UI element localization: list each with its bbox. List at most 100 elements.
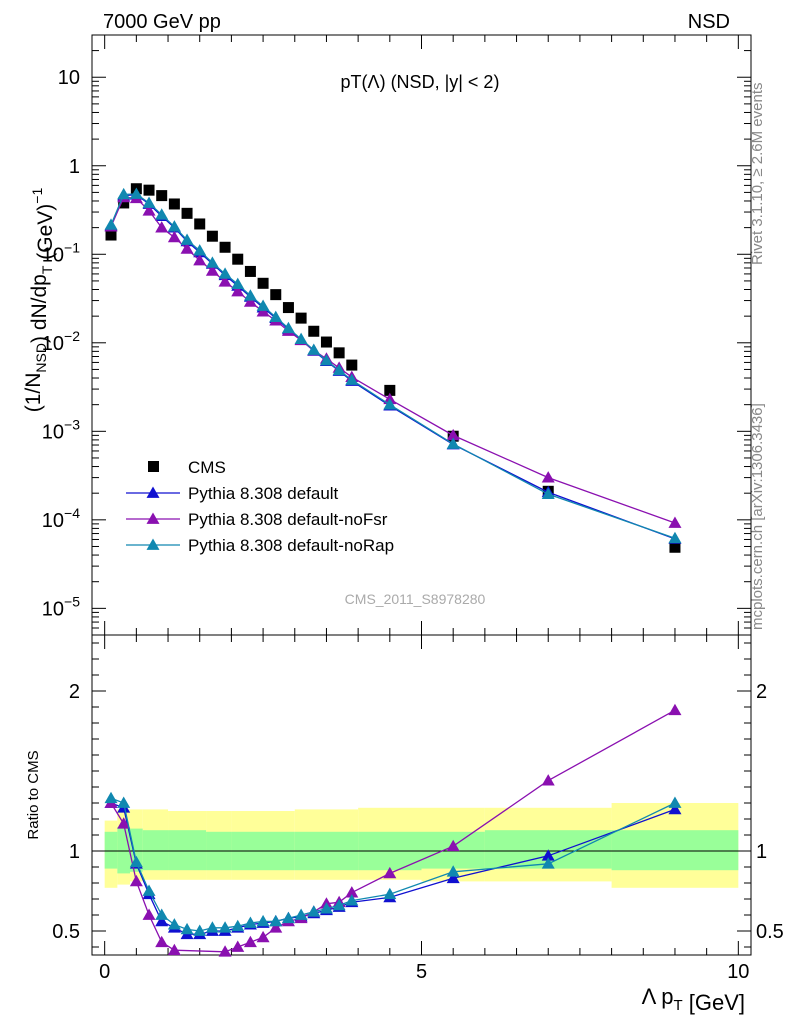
ratio-data-point [668,802,682,815]
legend-label: Pythia 8.308 default [188,484,339,503]
y-tick-base: 10 [42,244,64,266]
data-point [205,264,219,276]
y-tick-base: 10 [42,333,64,355]
y-tick-label: 10−2 [42,328,80,355]
ratio-data-point [180,922,194,935]
data-point [167,230,181,243]
ratio-data-point [142,908,156,920]
data-point-cms [669,541,681,553]
data-point [269,310,283,322]
y-label-text: (GeV) [34,204,57,266]
ratio-data-point [218,945,232,957]
ratio-y-tick-label-right: 1 [756,841,767,863]
data-point [142,196,156,208]
data-point-cms [105,229,117,241]
data-point [193,244,207,256]
data-point-cms [168,198,180,210]
data-point [243,289,257,301]
ratio-data-point [446,865,460,877]
y-tick-exponent: −5 [64,593,80,609]
ratio-data-point [269,914,283,927]
y-tick-base: 10 [42,598,64,620]
ratio-data-point [345,886,359,898]
data-point [332,363,346,376]
series-line [110,196,676,524]
ratio-data-point [117,796,131,808]
data-point [446,437,460,449]
ratio-panel-frame [91,634,752,956]
y-label-text: (1/N [22,373,45,413]
legend-marker [146,512,160,524]
ratio-data-point [243,935,257,948]
ratio-data-point [307,905,321,917]
ratio-data-point [218,921,232,933]
x-tick-label: 5 [416,961,427,983]
data-point-cms [219,241,231,253]
y-tick-label: 10−1 [42,239,80,266]
band-inner [104,831,118,869]
legend-label: Pythia 8.308 default-noFsr [188,510,388,529]
data-point [231,277,245,290]
ratio-data-point [446,871,460,884]
ratio-data-point [256,914,270,927]
data-point-cms [143,184,155,196]
ratio-data-point [281,911,295,924]
ratio-panel: 0.5 0.5 1 1 2 2 0 5 10 Ratio to CMS Λ pT [GeV] [25,634,784,1015]
data-point-cms [257,277,269,289]
y-tick-label: 10 [58,67,80,89]
legend-marker-cms [148,461,159,472]
data-point [193,254,207,266]
ratio-data-point [231,919,245,932]
data-point [383,398,397,410]
ratio-data-point [269,921,283,933]
ratio-data-point [541,774,555,786]
data-point-cms [346,359,358,371]
header-left: 7000 GeV pp [103,11,221,33]
legend: CMS Pythia 8.308 default Pythia 8.308 defa… [126,458,394,555]
ratio-data-point [332,898,346,911]
x-axis-label: Λ pT [GeV] [642,984,745,1015]
band-inner [130,828,143,872]
data-point [243,295,257,307]
y-tick-base: 10 [42,510,64,532]
chart-title: pT(Λ) (NSD, |y| < 2) [341,72,500,92]
data-point-cms [320,336,332,348]
ratio-data-point [668,796,682,808]
data-point-cms [308,325,320,337]
data-point [668,516,682,528]
legend-marker [146,486,160,498]
data-point [142,204,156,216]
x-tick-label: 10 [727,961,749,983]
data-point-cms [232,253,244,265]
data-point [541,471,555,483]
data-point-cms [118,197,130,209]
ratio-y-axis-label: Ratio to CMS [25,750,42,839]
uncertainty-bands [92,803,751,888]
ratio-axis-ticks: 0.5 0.5 1 1 2 2 0 5 10 [52,635,784,983]
y-tick-exponent: −2 [64,328,80,344]
ratio-data-point [243,916,257,928]
data-point-cms [181,207,193,219]
x-label-text: [GeV] [683,990,745,1015]
ratio-data-point [446,839,460,852]
ratio-data-point [155,908,169,920]
data-point [155,221,169,233]
ratio-data-point [345,894,359,906]
ratio-data-point [129,855,143,868]
ratio-data-point [129,874,143,887]
x-label-sub: T [673,997,682,1014]
ratio-data-point [383,887,397,900]
data-point [180,242,194,254]
data-point [294,332,308,345]
ratio-y-tick-label: 0.5 [52,921,80,943]
y-tick-label: 10−5 [42,593,80,620]
data-point-cms [194,218,206,230]
ratio-data-point [167,943,181,956]
y-label-sup: −1 [29,188,45,204]
legend-label: Pythia 8.308 default-noRap [188,536,394,555]
ratio-data-point [117,817,131,829]
ratio-data-point [193,924,207,936]
x-label-text: Λ p [642,984,674,1009]
